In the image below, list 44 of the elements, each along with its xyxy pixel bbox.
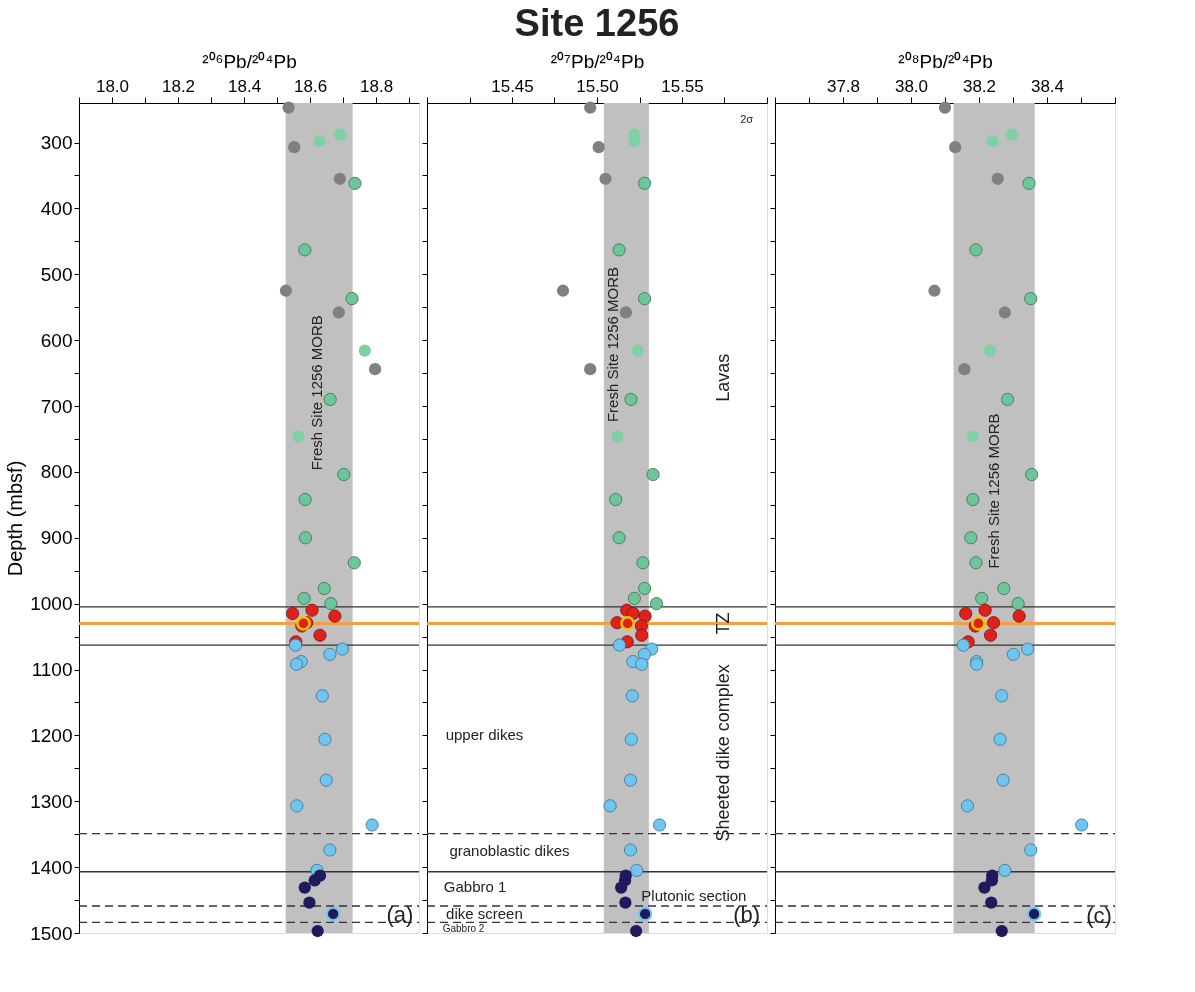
annotation: (c): [1086, 902, 1112, 928]
annotation: granoblastic dikes: [449, 841, 570, 859]
x-tick-label: 18.4: [228, 76, 262, 96]
annotation: TZ: [712, 612, 733, 635]
x-tick-label: 18.0: [95, 76, 130, 96]
x-tick-label: 15.55: [661, 76, 704, 96]
y-tick-label: 800: [40, 461, 73, 483]
y-tick-label: 700: [40, 395, 73, 417]
y-tick-label: 900: [40, 527, 73, 549]
x-tick-label: 18.6: [294, 76, 328, 96]
y-tick-label: 1400: [30, 856, 73, 878]
y-tick-label: 1200: [30, 724, 73, 746]
annotation: Sheeted dike complex: [712, 664, 733, 842]
x-tick-label: 15.50: [576, 76, 619, 96]
x-axis-title: ²⁰⁸Pb/²⁰⁴Pb: [898, 50, 993, 72]
annotation: upper dikes: [445, 726, 524, 744]
chart-title: Site 1256: [514, 2, 680, 44]
y-tick-label: 500: [40, 263, 73, 285]
y-tick-label: 1500: [30, 922, 73, 944]
annotation: Fresh Site 1256 MORB: [307, 315, 325, 471]
annotation: Fresh Site 1256 MORB: [604, 267, 622, 423]
annotation: Lavas: [712, 353, 733, 402]
x-tick-label: 38.0: [894, 76, 929, 96]
x-tick-label: 37.8: [826, 76, 861, 96]
x-tick-label: 38.2: [962, 76, 997, 96]
annotation: Fresh Site 1256 MORB: [984, 413, 1002, 569]
y-tick-label: 1000: [30, 593, 73, 615]
annotation: 2σ: [740, 113, 754, 126]
annotation: Gabbro 2: [442, 922, 485, 934]
x-tick-label: 38.4: [1030, 76, 1065, 96]
y-tick-label: 400: [40, 197, 73, 219]
y-tick-label: 300: [40, 132, 73, 154]
annotation: Gabbro 1: [443, 878, 507, 896]
y-axis-title: Depth (mbsf): [4, 460, 27, 577]
y-tick-label: 1300: [30, 790, 73, 812]
x-tick-label: 15.45: [491, 76, 534, 96]
y-tick-label: 1100: [31, 659, 73, 681]
annotation: dike screen: [446, 904, 523, 922]
x-tick-label: 18.2: [161, 76, 196, 96]
x-axis-title: ²⁰⁶Pb/²⁰⁴Pb: [202, 50, 297, 72]
x-tick-label: 18.8: [360, 76, 394, 96]
annotation: (a): [386, 901, 414, 927]
x-axis-title: ²⁰⁷Pb/²⁰⁴Pb: [550, 50, 645, 72]
y-tick-label: 600: [40, 329, 73, 351]
